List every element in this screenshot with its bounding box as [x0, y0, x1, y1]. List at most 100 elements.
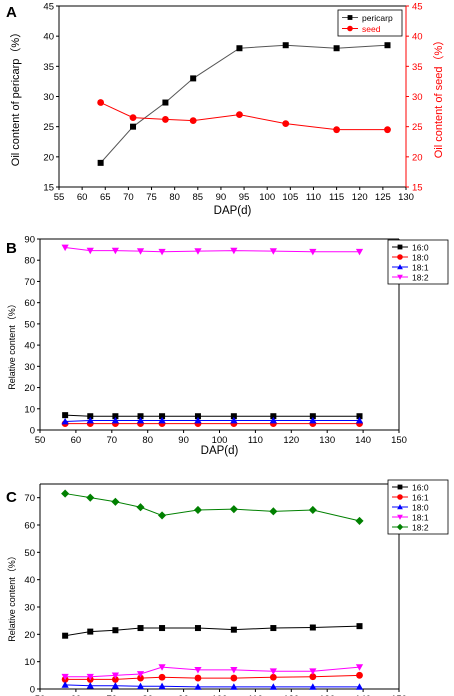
- data-point: [159, 413, 166, 420]
- legend-marker: [397, 274, 403, 280]
- y-axis-title: Relative content（%）: [7, 299, 17, 390]
- series-pericarp: [97, 42, 391, 166]
- y-axis-title: Oil content of pericarp（%）: [9, 27, 22, 166]
- y-tick-label: 25: [43, 122, 54, 133]
- data-point: [111, 497, 120, 506]
- y-tick-label: 90: [24, 235, 35, 246]
- x-tick-label: 140: [355, 435, 371, 446]
- x-tick-label: 60: [77, 192, 88, 203]
- legend-marker: [397, 264, 403, 270]
- y-tick-label: 50: [24, 319, 35, 330]
- x-tick-label: 80: [142, 435, 153, 446]
- data-point: [111, 247, 119, 255]
- data-point: [384, 126, 391, 134]
- legend-label: 18:0: [412, 502, 429, 512]
- data-point: [309, 413, 316, 420]
- legend-marker: [397, 254, 403, 260]
- data-point: [61, 489, 70, 498]
- data-point: [129, 114, 137, 122]
- data-point: [193, 505, 203, 515]
- x-tick-label: 150: [391, 694, 407, 696]
- y-tick-label: 30: [24, 362, 35, 373]
- x-tick-label: 90: [216, 192, 227, 203]
- data-point: [355, 416, 364, 424]
- series-16-0: [62, 412, 363, 420]
- series-18-1: [61, 416, 364, 425]
- right-y-tick-label: 15: [412, 183, 423, 194]
- x-tick-label: 80: [169, 192, 180, 203]
- data-point: [111, 682, 119, 689]
- data-point: [87, 413, 94, 420]
- y-tick-label: 60: [24, 298, 35, 309]
- data-point: [111, 672, 119, 679]
- data-point: [333, 126, 340, 134]
- legend-marker: [397, 494, 403, 500]
- data-point: [308, 505, 317, 515]
- data-point: [190, 75, 197, 82]
- x-tick-label: 65: [100, 192, 111, 203]
- x-tick-label: 100: [259, 192, 275, 203]
- data-point: [355, 248, 364, 256]
- x-tick-label: 70: [107, 435, 118, 446]
- data-point: [87, 628, 94, 635]
- data-point: [356, 413, 363, 420]
- series-16-0: [62, 623, 363, 639]
- x-tick-label: 95: [239, 192, 250, 203]
- data-point: [270, 625, 277, 632]
- legend-label: 16:0: [412, 242, 429, 252]
- y-tick-label: 10: [24, 404, 35, 415]
- x-tick-label: 80: [142, 694, 153, 696]
- legend-label: 16:0: [412, 482, 429, 492]
- x-tick-label: 130: [319, 435, 335, 446]
- data-point: [137, 674, 144, 682]
- data-point: [189, 117, 197, 125]
- x-tick-label: 60: [71, 435, 82, 446]
- legend-marker: [396, 523, 404, 531]
- data-point: [136, 682, 145, 690]
- y-tick-label: 10: [24, 657, 35, 668]
- x-axis-title: DAP(d): [214, 205, 252, 217]
- series-line: [65, 674, 360, 680]
- x-tick-label: 100: [212, 694, 228, 696]
- series-line: [100, 102, 388, 131]
- y-tick-label: 30: [24, 603, 35, 614]
- data-point: [111, 676, 119, 683]
- data-point: [158, 248, 166, 256]
- legend-label: 18:1: [412, 512, 429, 522]
- x-tick-label: 85: [193, 192, 204, 203]
- data-point: [269, 683, 277, 690]
- data-point: [112, 413, 119, 420]
- x-tick-label: 120: [283, 694, 299, 696]
- data-point: [194, 683, 202, 690]
- x-tick-label: 130: [319, 694, 335, 696]
- data-point: [269, 668, 277, 675]
- y-tick-label: 30: [43, 92, 54, 103]
- legend-marker: [347, 15, 353, 20]
- chart-panel-c: 50 60 70 80 90 100 110 120 130 140 150 0 10 20 30 40 50 6…: [7, 479, 449, 696]
- y-tick-label: 60: [24, 521, 35, 532]
- data-point: [86, 673, 94, 681]
- y-tick-label: 20: [43, 152, 54, 163]
- x-tick-label: 125: [375, 192, 391, 203]
- y-tick-label: 20: [24, 630, 35, 641]
- data-point: [136, 503, 145, 512]
- data-point: [269, 673, 277, 681]
- x-tick-label: 70: [107, 694, 118, 696]
- y-tick-label: 20: [24, 383, 35, 394]
- data-point: [230, 626, 237, 633]
- y-tick-label: 15: [43, 183, 54, 194]
- x-tick-label: 120: [283, 435, 299, 446]
- data-point: [194, 666, 202, 674]
- data-point: [61, 244, 69, 252]
- data-point: [236, 111, 243, 118]
- right-y-tick-label: 30: [412, 92, 423, 103]
- series-line: [65, 493, 360, 522]
- panel-label-c: C: [6, 489, 17, 506]
- legend-label: 18:0: [412, 252, 429, 262]
- legend: 16:018:018:118:2: [387, 239, 449, 285]
- y-tick-label: 40: [24, 575, 35, 586]
- legend-label: 18:2: [412, 272, 429, 282]
- data-point: [61, 417, 69, 425]
- series-16-1: [61, 671, 363, 683]
